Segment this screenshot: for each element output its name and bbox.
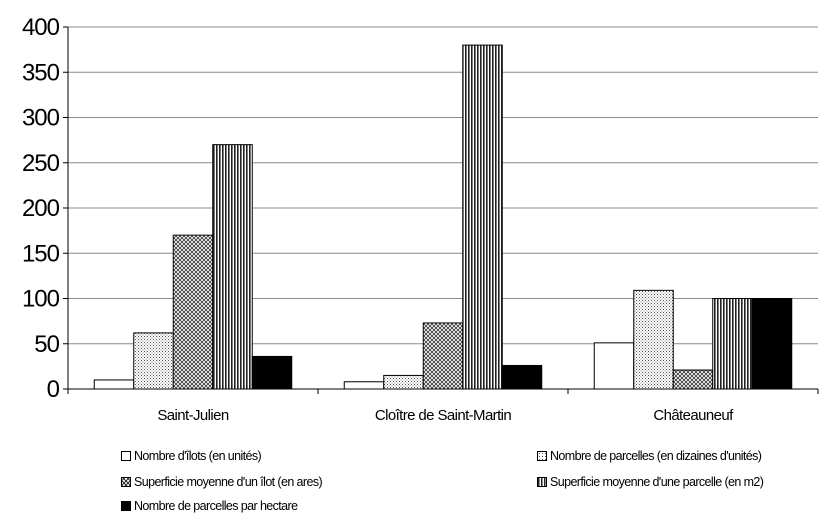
bar: [251, 355, 293, 390]
bar: [343, 381, 385, 390]
bar: [672, 369, 714, 390]
y-tick-label: 50: [34, 331, 59, 358]
bar: [633, 289, 674, 390]
bar: [133, 332, 174, 390]
x-category-label: Châteauneuf: [653, 407, 734, 424]
x-category-label: Saint-Julien: [157, 407, 228, 424]
y-tick-label: 350: [22, 59, 60, 86]
bar: [712, 298, 753, 390]
bar: [593, 342, 635, 390]
y-tick-label: 150: [22, 240, 60, 267]
y-tick-label: 0: [47, 376, 60, 403]
y-tick-label: 250: [22, 150, 60, 177]
bar: [751, 298, 793, 390]
bar: [501, 364, 543, 390]
y-tick-label: 300: [22, 105, 60, 132]
y-tick-label: 400: [22, 14, 60, 41]
bar: [93, 379, 135, 390]
bars: [93, 44, 793, 390]
y-tick-label: 200: [22, 195, 60, 222]
axes: 0 50 100 150 200 250 300 350 400 Saint-Julien Cloî…: [22, 14, 819, 424]
bar: [212, 144, 253, 390]
bar: [462, 44, 503, 390]
bar: [383, 374, 424, 390]
bar: [422, 322, 464, 390]
y-tick-label: 100: [22, 286, 60, 313]
bar: [172, 234, 214, 390]
x-category-label: Cloître de Saint-Martin: [375, 407, 512, 424]
